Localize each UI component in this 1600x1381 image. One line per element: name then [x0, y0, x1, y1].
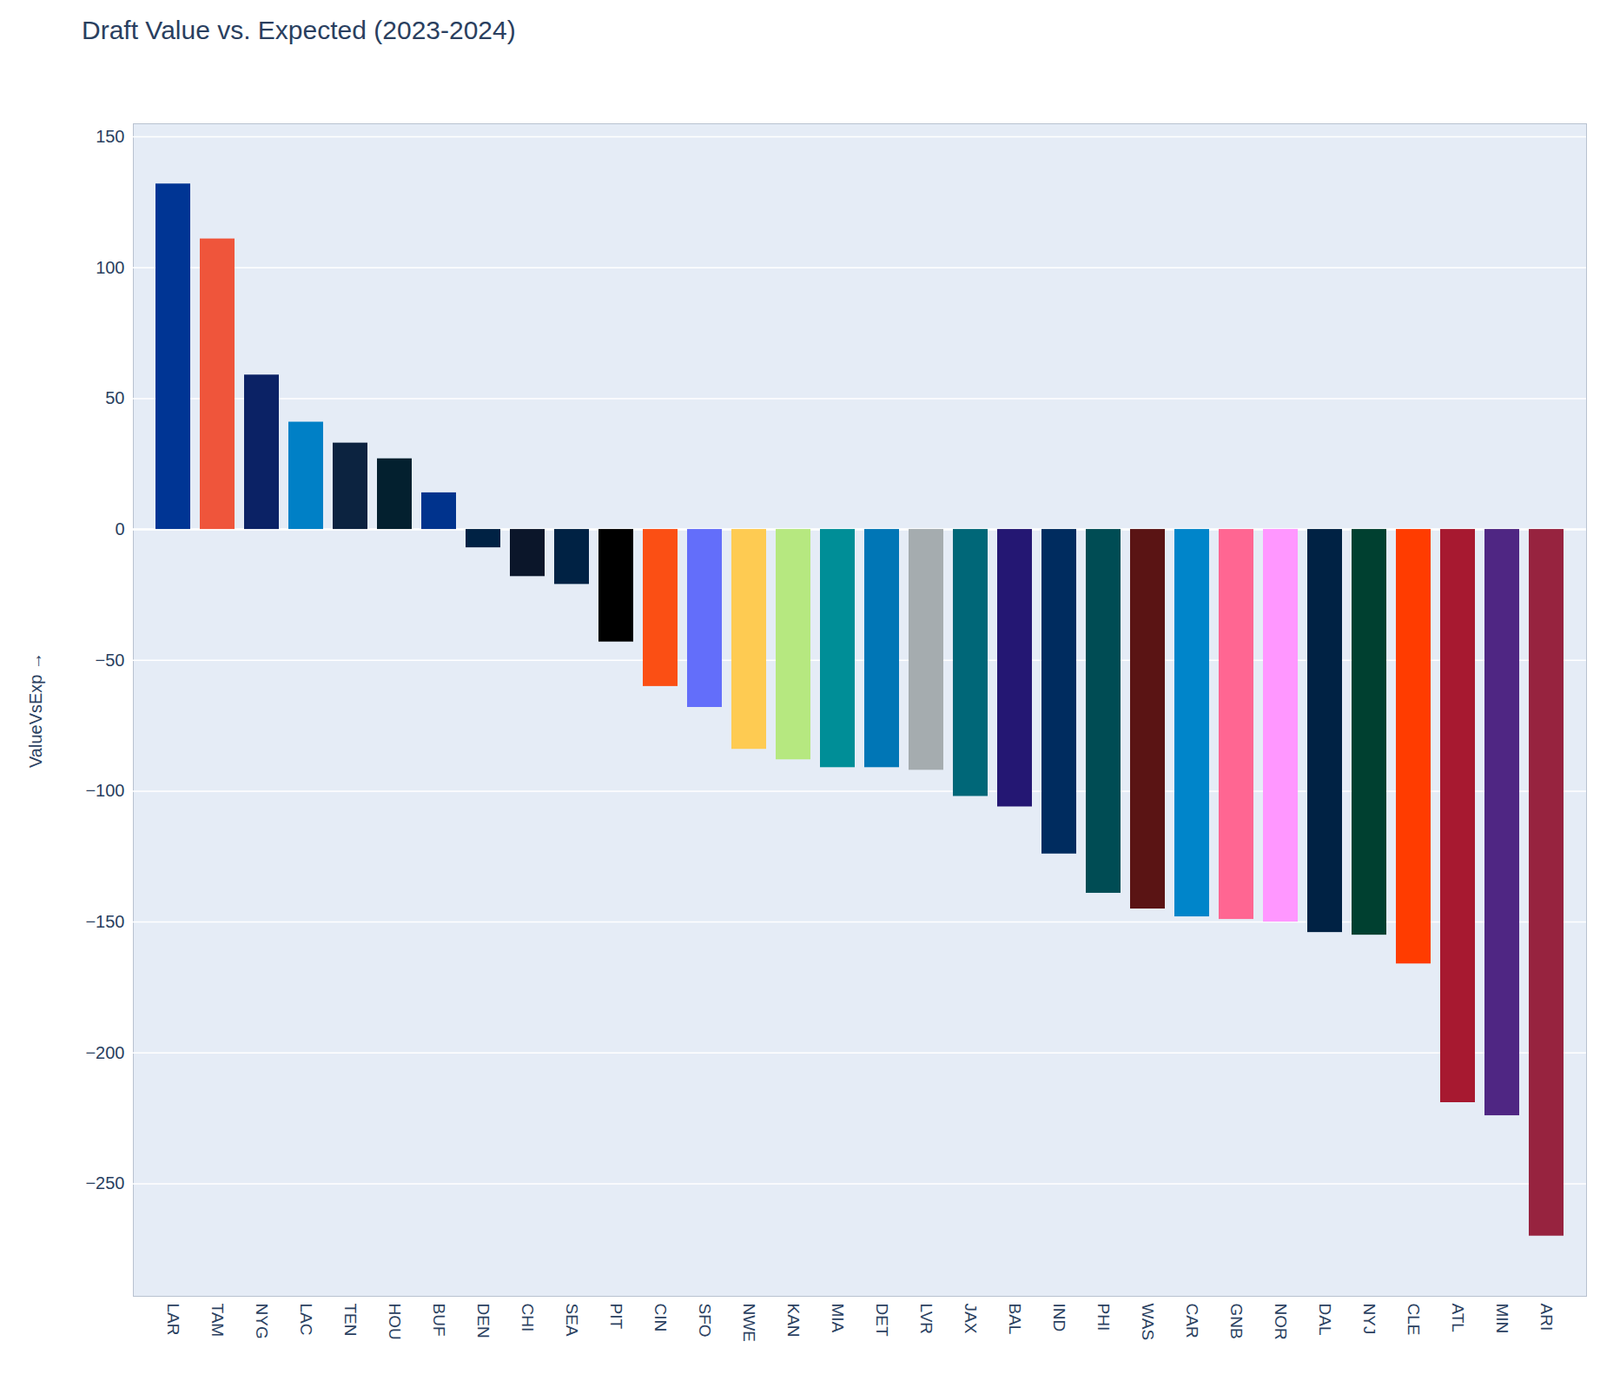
svg-text:TEN: TEN	[341, 1303, 360, 1337]
svg-text:CHI: CHI	[518, 1303, 537, 1333]
html-text:Draft Value vs. Expected (2023: Draft Value vs. Expected (2023-2024)	[81, 15, 516, 45]
svg-text:DET: DET	[872, 1303, 892, 1337]
svg-text:CLE: CLE	[1404, 1303, 1423, 1336]
svg-text:150: 150	[95, 126, 125, 146]
svg-text:IND: IND	[1050, 1303, 1069, 1333]
svg-text:KAN: KAN	[784, 1303, 803, 1338]
svg-text:−250: −250	[85, 1173, 125, 1193]
svg-text:DEN: DEN	[474, 1303, 493, 1339]
svg-text:SEA: SEA	[562, 1303, 582, 1337]
svg-text:PIT: PIT	[607, 1303, 626, 1330]
svg-text:−100: −100	[85, 780, 125, 800]
svg-text:CAR: CAR	[1183, 1303, 1202, 1339]
svg-text:SFO: SFO	[695, 1303, 715, 1338]
svg-text:NYG: NYG	[252, 1303, 272, 1340]
svg-text:50: 50	[105, 388, 125, 408]
svg-text:−200: −200	[85, 1043, 125, 1063]
svg-text:PHI: PHI	[1094, 1303, 1113, 1332]
svg-text:JAX: JAX	[961, 1303, 980, 1335]
svg-text:MIA: MIA	[828, 1303, 847, 1334]
svg-text:−50: −50	[95, 650, 126, 670]
svg-text:NOR: NOR	[1271, 1303, 1290, 1341]
svg-text:ATL: ATL	[1448, 1303, 1468, 1333]
svg-text:0: 0	[114, 519, 125, 539]
svg-text:ARI: ARI	[1537, 1303, 1556, 1332]
svg-text:LAC: LAC	[297, 1303, 316, 1336]
svg-text:ValueVsExp →: ValueVsExp →	[26, 652, 46, 768]
svg-text:DAL: DAL	[1315, 1303, 1335, 1336]
svg-text:NWE: NWE	[740, 1303, 759, 1343]
svg-text:GNB: GNB	[1227, 1303, 1246, 1340]
svg-text:BAL: BAL	[1005, 1303, 1025, 1336]
svg-text:MIN: MIN	[1493, 1303, 1512, 1335]
svg-text:NYJ: NYJ	[1360, 1303, 1379, 1336]
svg-text:LVR: LVR	[917, 1303, 936, 1336]
svg-text:TAM: TAM	[208, 1303, 227, 1338]
svg-text:−150: −150	[85, 912, 125, 932]
svg-text:BUF: BUF	[429, 1303, 449, 1337]
svg-text:WAS: WAS	[1138, 1303, 1158, 1342]
svg-text:CIN: CIN	[651, 1303, 670, 1333]
svg-text:100: 100	[95, 257, 125, 278]
svg-text:HOU: HOU	[385, 1303, 404, 1341]
svg-text:LAR: LAR	[164, 1303, 183, 1336]
